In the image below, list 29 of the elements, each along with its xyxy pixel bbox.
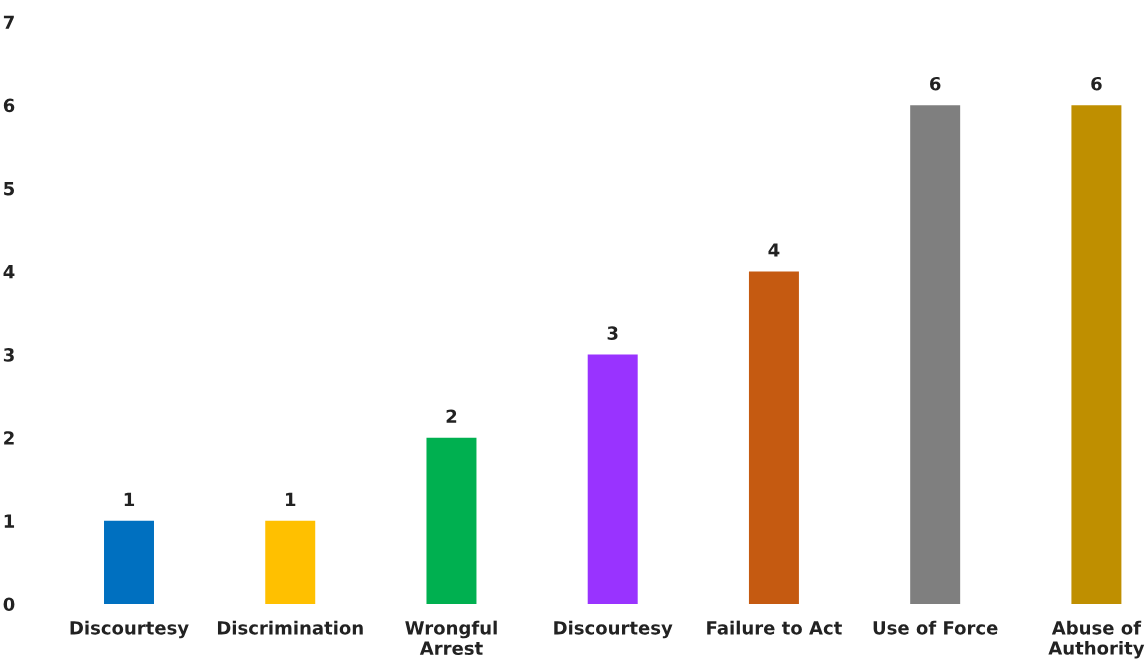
bar: [1071, 105, 1122, 604]
y-tick-label: 6: [3, 98, 15, 113]
x-tick-label: Discourtesy: [70, 620, 189, 639]
bar: [104, 520, 154, 604]
x-tick-label: Discourtesy: [554, 620, 673, 639]
x-tick-label: Use of Force: [873, 620, 998, 635]
x-tick-label: Failure to Act: [707, 620, 842, 635]
y-tick-label: 4: [3, 265, 15, 279]
y-tick-label: 3: [3, 348, 14, 362]
data-label: 6: [1091, 76, 1102, 91]
x-tick-label: Wrongful Arrest: [405, 620, 497, 655]
bar: [265, 520, 316, 604]
y-tick-label: 0: [3, 597, 15, 612]
data-label: 1: [285, 492, 296, 506]
bar: [748, 271, 799, 604]
data-label: 2: [446, 409, 457, 423]
y-tick-label: 1: [4, 514, 15, 528]
x-tick-label: Abuse of Authority: [1048, 620, 1145, 659]
bar: [910, 105, 961, 604]
y-tick-label: 7: [3, 15, 14, 29]
data-label: 6: [930, 76, 941, 91]
y-tick-label: 2: [4, 431, 14, 445]
bar: [426, 437, 477, 604]
data-label: 1: [124, 492, 135, 506]
bar: [587, 354, 638, 604]
data-label: 3: [607, 326, 618, 340]
y-tick-label: 5: [4, 181, 15, 196]
x-tick-label: Discrimination: [217, 620, 363, 635]
data-label: 4: [768, 243, 780, 257]
